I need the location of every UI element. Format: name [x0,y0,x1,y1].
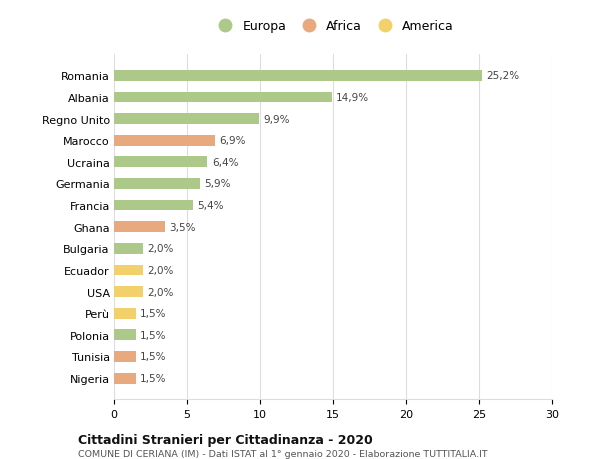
Text: 2,0%: 2,0% [148,244,174,254]
Text: 9,9%: 9,9% [263,114,289,124]
Bar [114,286,143,297]
Text: 2,0%: 2,0% [148,265,174,275]
Bar [114,308,136,319]
Bar [114,351,136,362]
Bar [114,200,193,211]
Text: 5,9%: 5,9% [205,179,231,189]
Text: 1,5%: 1,5% [140,330,167,340]
Text: 3,5%: 3,5% [169,222,196,232]
Legend: Europa, Africa, America: Europa, Africa, America [209,17,458,37]
Bar [114,114,259,125]
Bar [114,330,136,341]
Text: 5,4%: 5,4% [197,201,224,211]
Bar [114,92,332,103]
Text: 2,0%: 2,0% [148,287,174,297]
Bar [114,265,143,276]
Text: 6,4%: 6,4% [212,157,238,168]
Bar [114,373,136,384]
Text: 6,9%: 6,9% [219,136,245,146]
Text: COMUNE DI CERIANA (IM) - Dati ISTAT al 1° gennaio 2020 - Elaborazione TUTTITALIA: COMUNE DI CERIANA (IM) - Dati ISTAT al 1… [78,449,488,458]
Text: 1,5%: 1,5% [140,373,167,383]
Bar [114,71,482,82]
Bar [114,135,215,146]
Bar [114,243,143,254]
Text: 14,9%: 14,9% [336,93,369,103]
Bar [114,222,165,233]
Text: Cittadini Stranieri per Cittadinanza - 2020: Cittadini Stranieri per Cittadinanza - 2… [78,433,373,446]
Bar [114,157,208,168]
Text: 1,5%: 1,5% [140,352,167,362]
Text: 25,2%: 25,2% [487,71,520,81]
Bar [114,179,200,190]
Text: 1,5%: 1,5% [140,308,167,319]
